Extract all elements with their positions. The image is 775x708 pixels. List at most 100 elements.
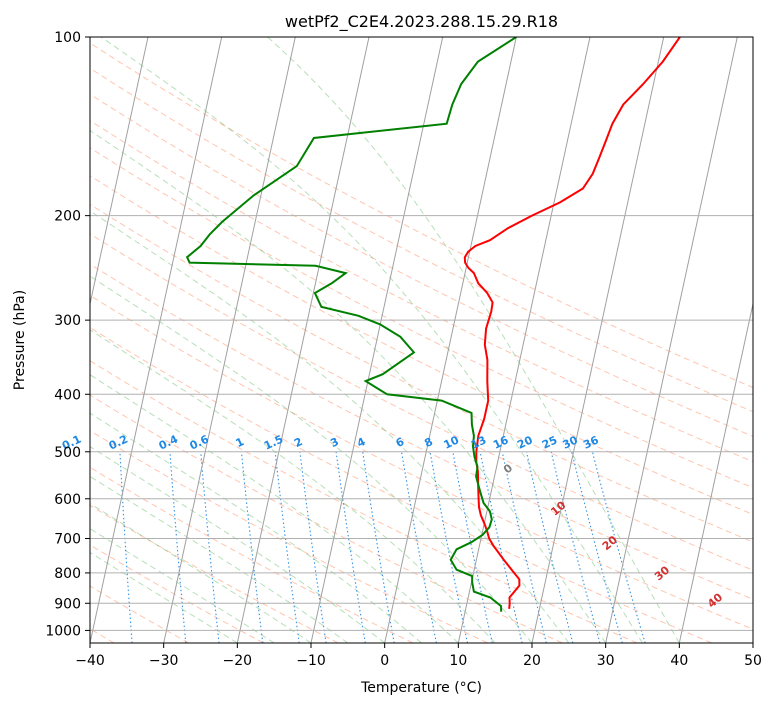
x-tick-label: 40 — [670, 653, 688, 669]
dry-adiabat-line — [90, 394, 563, 643]
moist-adiabat-line — [90, 502, 312, 643]
moist-adiabat-label: 10 — [548, 498, 568, 518]
dry-adiabat-line — [90, 120, 753, 463]
plot-frame — [89, 36, 754, 644]
mixing-ratio-line — [479, 451, 523, 643]
moist-adiabat-line — [100, 37, 643, 643]
mixing-ratio-line — [274, 451, 300, 643]
y-tick-label: 100 — [54, 30, 81, 46]
x-tick-label: 30 — [597, 653, 615, 669]
mixing-ratio-line — [169, 451, 187, 643]
dewpoint-profile — [185, 37, 517, 612]
moist-adiabat-line — [90, 528, 275, 643]
y-tick-label: 900 — [54, 596, 81, 612]
mixing-ratio-label: 25 — [540, 434, 559, 452]
isotherm-line — [163, 37, 296, 643]
moist-adiabat-line — [90, 412, 422, 643]
mixing-ratio-line — [571, 451, 623, 643]
isotherm-line — [605, 37, 738, 643]
dry-adiabat-line — [90, 585, 190, 643]
isotherm-line — [384, 37, 517, 643]
x-tick-label: 50 — [744, 653, 762, 669]
isotherm-line — [0, 37, 1, 643]
pressure-grid — [90, 37, 753, 631]
isotherm-line — [310, 37, 444, 643]
isotherm-line — [236, 37, 370, 643]
isotherm-line — [678, 301, 753, 643]
mixing-ratio-label: 2 — [292, 435, 304, 450]
x-tick-label: −20 — [223, 653, 253, 669]
mixing-ratio-label: 6 — [394, 435, 407, 450]
moist-adiabat-label: 0 — [501, 461, 515, 476]
temperature-profile — [463, 37, 681, 609]
x-tick-label: −40 — [75, 653, 105, 669]
background-lines — [0, 37, 753, 643]
mixing-ratio-label: 0.4 — [157, 432, 180, 452]
mixing-ratio-line — [400, 451, 437, 643]
profile-lines — [185, 37, 681, 612]
mixing-ratio-label: 10 — [442, 433, 462, 451]
y-tick-label: 700 — [54, 532, 81, 548]
dry-adiabat-line — [90, 263, 753, 600]
mixing-ratio-line — [429, 451, 469, 643]
dry-adiabat-line — [90, 327, 712, 643]
moist-adiabat-label: 30 — [652, 563, 672, 583]
mixing-ratio-label: 0.6 — [188, 432, 211, 452]
mixing-ratio-label: 8 — [422, 435, 434, 450]
mixing-ratio-line — [119, 451, 133, 643]
moist-adiabat-label: 20 — [600, 533, 620, 553]
mixing-ratio-line — [362, 451, 395, 643]
mixing-ratio-line — [200, 451, 220, 643]
moist-adiabat-line — [90, 446, 385, 643]
moist-adiabat-line — [90, 210, 570, 643]
moist-adiabat-line — [90, 475, 349, 643]
moist-adiabat-label: 40 — [705, 590, 725, 610]
isotherm-line — [531, 37, 665, 643]
y-tick-label: 500 — [54, 445, 81, 461]
isotherm-line — [90, 37, 223, 643]
line-annotations: 0.10.20.40.611.52346810131620253036-100-… — [60, 432, 725, 610]
y-tick-label: 1000 — [45, 623, 81, 639]
x-tick-label: −30 — [149, 653, 179, 669]
y-axis-label: Pressure (hPa) — [12, 290, 28, 390]
mixing-ratio-label: 0.2 — [107, 433, 130, 453]
dry-adiabat-line — [90, 360, 638, 643]
mixing-ratio-label: 20 — [515, 433, 535, 451]
moist-adiabat-line — [90, 129, 607, 643]
y-tick-label: 600 — [54, 492, 81, 508]
y-axis-ticks: 1000 900 800 700 600 500 400 300 200 100 — [45, 30, 90, 639]
mixing-ratio-label: 36 — [581, 433, 601, 451]
y-tick-label: 300 — [54, 313, 81, 329]
dry-adiabat-line — [90, 294, 753, 630]
dry-adiabat-line — [90, 147, 753, 489]
dry-adiabat-line — [90, 544, 264, 643]
mixing-ratio-label: 1.5 — [262, 433, 285, 453]
mixing-ratio-line — [525, 451, 574, 643]
mixing-ratio-line — [591, 451, 646, 643]
x-axis-ticks: −40 −30 −20 −10 0 10 20 30 40 50 — [75, 643, 762, 669]
mixing-ratio-line — [335, 451, 366, 643]
x-tick-label: 20 — [523, 653, 541, 669]
y-tick-label: 800 — [54, 566, 81, 582]
dry-adiabat-line — [90, 67, 753, 413]
dry-adiabat-line — [90, 466, 414, 643]
mixing-ratio-label: 16 — [491, 433, 511, 451]
mixing-ratio-label: 30 — [561, 433, 581, 451]
y-tick-label: 400 — [54, 387, 81, 403]
mixing-ratio-line — [501, 451, 547, 643]
x-tick-label: −10 — [296, 653, 326, 669]
mixing-ratio-line — [550, 451, 601, 643]
mixing-ratio-label: 13 — [469, 434, 488, 452]
dry-adiabat-line — [90, 175, 753, 516]
dry-adiabat-line — [90, 93, 753, 437]
x-tick-label: 0 — [380, 653, 389, 669]
mixing-ratio-line — [240, 451, 264, 643]
dry-adiabat-line — [90, 203, 753, 543]
y-tick-label: 200 — [54, 209, 81, 225]
isotherm-line — [90, 37, 149, 307]
mixing-ratio-line — [299, 451, 327, 643]
chart-title: wetPf2_C2E4.2023.288.15.29.R18 — [285, 12, 558, 32]
mixing-ratio-label: 4 — [355, 435, 368, 450]
dry-adiabat-line — [90, 233, 753, 571]
